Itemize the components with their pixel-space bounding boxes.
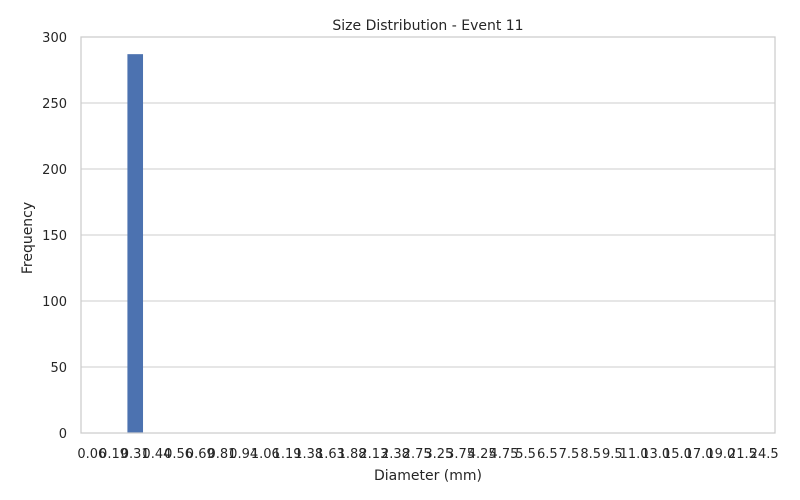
- x-tick-label: 1.38: [294, 447, 323, 462]
- y-tick-label: 300: [42, 31, 67, 46]
- y-axis-label: Frequency: [20, 202, 36, 274]
- x-tick-label: 4.75: [489, 447, 518, 462]
- x-tick-label: 13.0: [641, 447, 670, 462]
- x-tick-label: 24.5: [750, 447, 779, 462]
- x-tick-label: 3.75: [446, 447, 475, 462]
- x-axis-label: Diameter (mm): [374, 468, 482, 484]
- bars: [127, 54, 144, 433]
- x-tick-label: 0.94: [229, 447, 258, 462]
- x-tick-label: 2.13: [359, 447, 388, 462]
- x-tick-label: 2.75: [403, 447, 432, 462]
- x-tick-label: 5.5: [515, 447, 536, 462]
- x-tick-label: 1.88: [338, 447, 367, 462]
- x-tick-label: 0.56: [164, 447, 193, 462]
- y-tick-labels: 0 50 100 150 200 250 300: [42, 31, 67, 442]
- x-tick-label: 1.63: [316, 447, 345, 462]
- x-tick-label: 0.44: [142, 447, 171, 462]
- y-tick-label: 200: [42, 163, 67, 178]
- x-tick-label: 1.06: [251, 447, 280, 462]
- x-tick-label: 15.0: [663, 447, 692, 462]
- plot-frame: [80, 36, 776, 434]
- x-tick-label: 6.5: [537, 447, 558, 462]
- x-tick-label: 0.31: [121, 447, 150, 462]
- x-tick-label: 3.25: [424, 447, 453, 462]
- x-tick-label: 8.5: [580, 447, 601, 462]
- x-tick-label: 7.5: [559, 447, 580, 462]
- x-tick-label: 11.0: [620, 447, 649, 462]
- x-tick-label: 9.5: [602, 447, 623, 462]
- x-tick-label: 4.25: [468, 447, 497, 462]
- y-tick-label: 150: [42, 229, 67, 244]
- x-tick-label: 1.19: [273, 447, 302, 462]
- chart-title: Size Distribution - Event 11: [332, 18, 523, 34]
- x-tick-label: 2.38: [381, 447, 410, 462]
- x-tick-label: 17.0: [685, 447, 714, 462]
- x-tick-label: 21.5: [728, 447, 757, 462]
- x-tick-label: 0.19: [99, 447, 128, 462]
- x-tick-label: 0.06: [77, 447, 106, 462]
- bar-0.31: [127, 54, 144, 433]
- gridlines: [81, 36, 775, 434]
- x-tick-label: 0.81: [207, 447, 236, 462]
- x-tick-label: 0.69: [186, 447, 215, 462]
- y-tick-label: 0: [59, 427, 67, 442]
- x-tick-labels: 0.060.190.310.440.560.690.810.941.061.19…: [77, 447, 778, 462]
- y-tick-label: 100: [42, 295, 67, 310]
- y-tick-label: 50: [50, 361, 67, 376]
- x-tick-label: 19.0: [706, 447, 735, 462]
- y-tick-label: 250: [42, 97, 67, 112]
